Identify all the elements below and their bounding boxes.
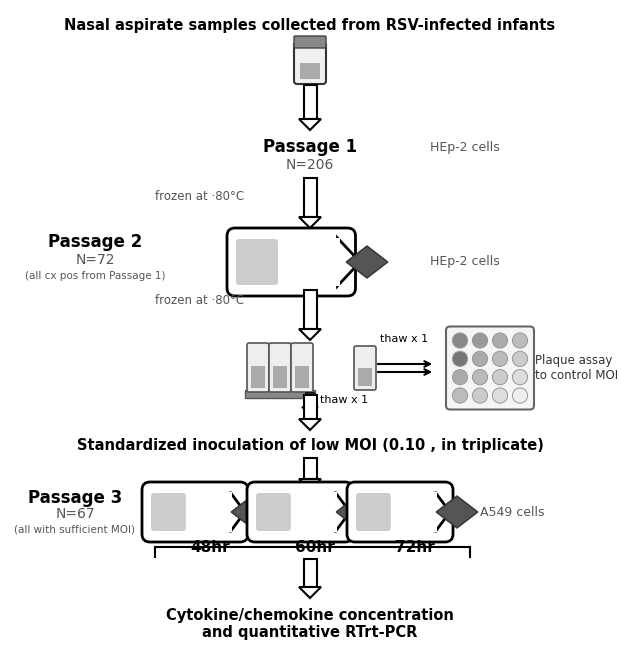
Text: 60hr: 60hr bbox=[295, 540, 335, 555]
Polygon shape bbox=[336, 496, 378, 528]
Bar bbox=[251, 366, 265, 388]
Text: Nasal aspirate samples collected from RSV-infected infants: Nasal aspirate samples collected from RS… bbox=[65, 18, 556, 33]
Polygon shape bbox=[299, 419, 321, 430]
Polygon shape bbox=[299, 479, 321, 490]
Polygon shape bbox=[304, 85, 317, 119]
Text: N=206: N=206 bbox=[286, 158, 334, 172]
Bar bbox=[295, 366, 309, 388]
Circle shape bbox=[492, 388, 507, 403]
Text: (all with sufficient MOI): (all with sufficient MOI) bbox=[14, 525, 135, 535]
FancyBboxPatch shape bbox=[269, 343, 291, 392]
FancyBboxPatch shape bbox=[294, 42, 326, 84]
Circle shape bbox=[512, 370, 528, 385]
Text: Passage 1: Passage 1 bbox=[263, 138, 357, 156]
Polygon shape bbox=[304, 395, 317, 419]
Circle shape bbox=[473, 351, 487, 366]
Text: frozen at ·80°C: frozen at ·80°C bbox=[155, 189, 245, 202]
Text: Passage 2: Passage 2 bbox=[48, 233, 142, 251]
Text: Cytokine/chemokine concentration
and quantitative RTrt-PCR: Cytokine/chemokine concentration and qua… bbox=[166, 608, 454, 641]
Text: Standardized inoculation of low MOI (0.10 , in triplicate): Standardized inoculation of low MOI (0.1… bbox=[76, 438, 543, 453]
Text: A549 cells: A549 cells bbox=[480, 505, 545, 518]
FancyBboxPatch shape bbox=[142, 482, 248, 542]
Polygon shape bbox=[306, 393, 314, 407]
Polygon shape bbox=[299, 587, 321, 598]
Circle shape bbox=[492, 351, 507, 366]
Bar bbox=[433, 492, 437, 532]
Polygon shape bbox=[337, 238, 360, 286]
Polygon shape bbox=[304, 559, 317, 587]
Text: thaw x 1: thaw x 1 bbox=[320, 395, 368, 405]
FancyBboxPatch shape bbox=[354, 346, 376, 390]
Polygon shape bbox=[335, 492, 350, 532]
Text: Plaque assay
to control MOI: Plaque assay to control MOI bbox=[535, 354, 618, 382]
FancyBboxPatch shape bbox=[356, 493, 391, 531]
Text: N=72: N=72 bbox=[75, 253, 115, 267]
Text: frozen at ·80°C: frozen at ·80°C bbox=[155, 293, 245, 306]
Text: HEp-2 cells: HEp-2 cells bbox=[430, 142, 500, 155]
FancyBboxPatch shape bbox=[151, 493, 186, 531]
Polygon shape bbox=[299, 119, 321, 130]
Polygon shape bbox=[302, 407, 318, 415]
Circle shape bbox=[473, 333, 487, 348]
Text: thaw x 1: thaw x 1 bbox=[380, 334, 428, 344]
Circle shape bbox=[473, 370, 487, 385]
Polygon shape bbox=[299, 329, 321, 340]
Polygon shape bbox=[436, 496, 478, 528]
FancyBboxPatch shape bbox=[256, 493, 291, 531]
FancyBboxPatch shape bbox=[247, 343, 269, 392]
Text: (all cx pos from Passage 1): (all cx pos from Passage 1) bbox=[25, 271, 165, 281]
Circle shape bbox=[453, 370, 468, 385]
Circle shape bbox=[492, 370, 507, 385]
Circle shape bbox=[512, 333, 528, 348]
Polygon shape bbox=[304, 290, 317, 329]
Text: 72hr: 72hr bbox=[395, 540, 435, 555]
Polygon shape bbox=[346, 246, 388, 278]
Text: Passage 3: Passage 3 bbox=[28, 489, 122, 507]
FancyBboxPatch shape bbox=[236, 239, 278, 285]
Bar bbox=[228, 492, 232, 532]
FancyBboxPatch shape bbox=[227, 228, 355, 296]
Bar bbox=[273, 366, 287, 388]
Text: 48hr: 48hr bbox=[190, 540, 230, 555]
Circle shape bbox=[512, 388, 528, 403]
Circle shape bbox=[512, 351, 528, 366]
Circle shape bbox=[453, 351, 468, 366]
Bar bbox=[333, 492, 337, 532]
Polygon shape bbox=[231, 496, 273, 528]
Polygon shape bbox=[230, 492, 245, 532]
FancyBboxPatch shape bbox=[446, 326, 534, 409]
Circle shape bbox=[453, 388, 468, 403]
Circle shape bbox=[492, 333, 507, 348]
FancyBboxPatch shape bbox=[247, 482, 353, 542]
Text: N=67: N=67 bbox=[55, 507, 95, 521]
Polygon shape bbox=[304, 178, 317, 217]
Text: HEp-2 cells: HEp-2 cells bbox=[430, 255, 500, 268]
Polygon shape bbox=[304, 458, 317, 479]
Polygon shape bbox=[435, 492, 450, 532]
Polygon shape bbox=[299, 217, 321, 228]
FancyBboxPatch shape bbox=[291, 343, 313, 392]
Bar bbox=[335, 238, 340, 286]
Bar bbox=[358, 368, 372, 386]
Bar bbox=[300, 63, 320, 79]
Circle shape bbox=[473, 388, 487, 403]
FancyBboxPatch shape bbox=[294, 36, 326, 48]
Circle shape bbox=[453, 333, 468, 348]
FancyBboxPatch shape bbox=[347, 482, 453, 542]
Bar bbox=[245, 390, 315, 398]
